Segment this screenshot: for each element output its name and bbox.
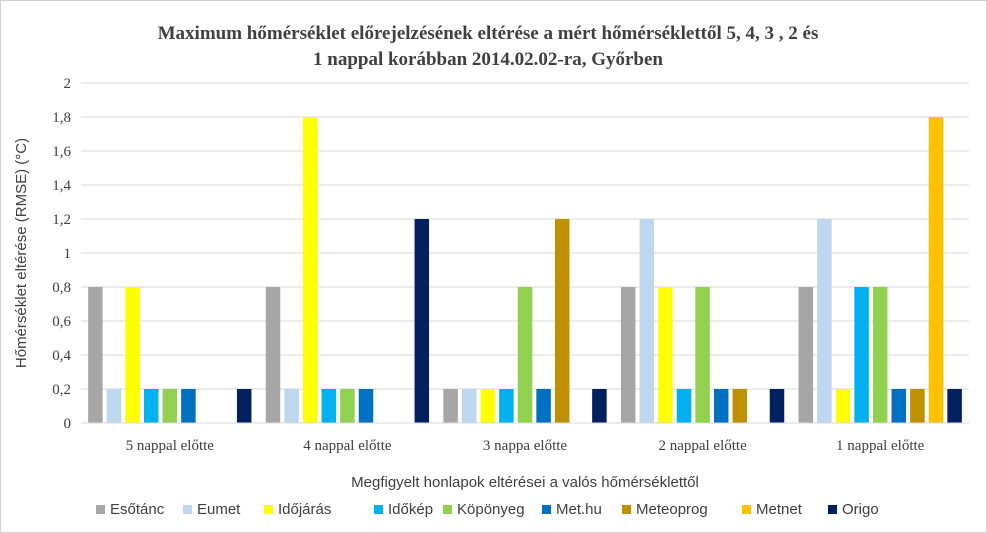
y-tick-labels: 0 0,2 0,4 0,6 0,8 1 1,2 1,4 1,6 1,8 2 (52, 76, 71, 432)
category-label: 3 nappa előtte (483, 438, 567, 454)
legend-swatch (542, 505, 551, 514)
bar (695, 287, 710, 423)
y-tick-label: 0,6 (52, 314, 71, 330)
x-axis-title: Megfigyelt honlapok eltérései a valós hő… (351, 474, 699, 491)
bar (517, 287, 533, 423)
bar (321, 389, 337, 423)
bar (499, 389, 514, 423)
bar (817, 219, 832, 423)
bars (88, 117, 962, 423)
legend-swatch (742, 505, 751, 514)
bar (658, 287, 673, 423)
bar (181, 389, 196, 423)
legend-swatch (443, 505, 452, 514)
legend-label: Origo (842, 501, 879, 518)
legend-label: Met.hu (556, 501, 602, 518)
legend-swatch (622, 505, 631, 514)
bar (536, 389, 551, 423)
bar (162, 389, 178, 423)
y-tick-label: 2 (64, 76, 72, 92)
legend-swatch (374, 505, 383, 514)
legend-label: Időkép (388, 501, 433, 518)
bar (620, 287, 636, 423)
bar (340, 389, 355, 423)
legend: Esőtánc Eumet Időjárás Időkép Köpönyeg Met.hu… (96, 501, 879, 518)
chart-title-line-1: Maximum hőmérséklet előrejelzésének elté… (158, 23, 819, 44)
bar (676, 389, 692, 423)
bar (769, 389, 785, 423)
bar (125, 287, 140, 423)
category-label: 5 nappal előtte (126, 438, 215, 454)
bar (480, 389, 496, 423)
legend-label: Eumet (197, 501, 241, 518)
bar (88, 287, 103, 423)
y-tick-label: 0,2 (52, 382, 71, 398)
category-label: 1 nappal előtte (836, 438, 925, 454)
y-tick-label: 0,8 (52, 280, 71, 296)
bar (284, 389, 299, 423)
bar (461, 389, 477, 423)
category-label: 2 nappal előtte (658, 438, 747, 454)
bar (732, 389, 748, 423)
bar (947, 389, 962, 423)
y-tick-label: 1,8 (52, 110, 71, 126)
legend-label: Meteoprog (636, 501, 708, 518)
chart-title-line-2: 1 nappal korábban 2014.02.02-ra, Győrben (313, 49, 663, 70)
legend-swatch (183, 505, 192, 514)
bar (302, 117, 318, 423)
bar (236, 389, 252, 423)
bar (639, 219, 655, 423)
bar (872, 287, 888, 423)
legend-swatch (828, 505, 837, 514)
bar (891, 389, 907, 423)
bar (265, 287, 281, 423)
y-tick-label: 0,4 (52, 348, 71, 364)
gridlines (81, 82, 969, 390)
bar (414, 219, 430, 423)
bar (713, 389, 729, 423)
legend-swatch (264, 505, 273, 514)
y-tick-label: 0 (64, 416, 72, 432)
bar (928, 117, 944, 423)
bar (106, 389, 122, 423)
legend-label: Metnet (756, 501, 803, 518)
category-label: 4 nappal előtte (303, 438, 392, 454)
bar (554, 219, 570, 423)
legend-label: Köpönyeg (457, 501, 525, 518)
y-tick-label: 1 (64, 246, 72, 262)
legend-label: Időjárás (278, 501, 331, 518)
bar (910, 389, 925, 423)
bar (358, 389, 374, 423)
bar (443, 389, 458, 423)
bar (143, 389, 159, 423)
legend-swatch (96, 505, 105, 514)
y-axis-title: Hőmérséklet eltérése (RMSE) (°C) (13, 138, 30, 368)
category-labels: 5 nappal előtte 4 nappal előtte 3 nappa el… (126, 438, 925, 454)
legend-label: Esőtánc (110, 501, 165, 518)
y-tick-label: 1,6 (52, 144, 71, 160)
bar (835, 389, 851, 423)
chart-title: Maximum hőmérséklet előrejelzésének elté… (158, 23, 819, 70)
bar (854, 287, 869, 423)
bar (798, 287, 814, 423)
y-tick-label: 1,2 (52, 212, 71, 228)
y-tick-label: 1,4 (52, 178, 71, 194)
bar (592, 389, 607, 423)
